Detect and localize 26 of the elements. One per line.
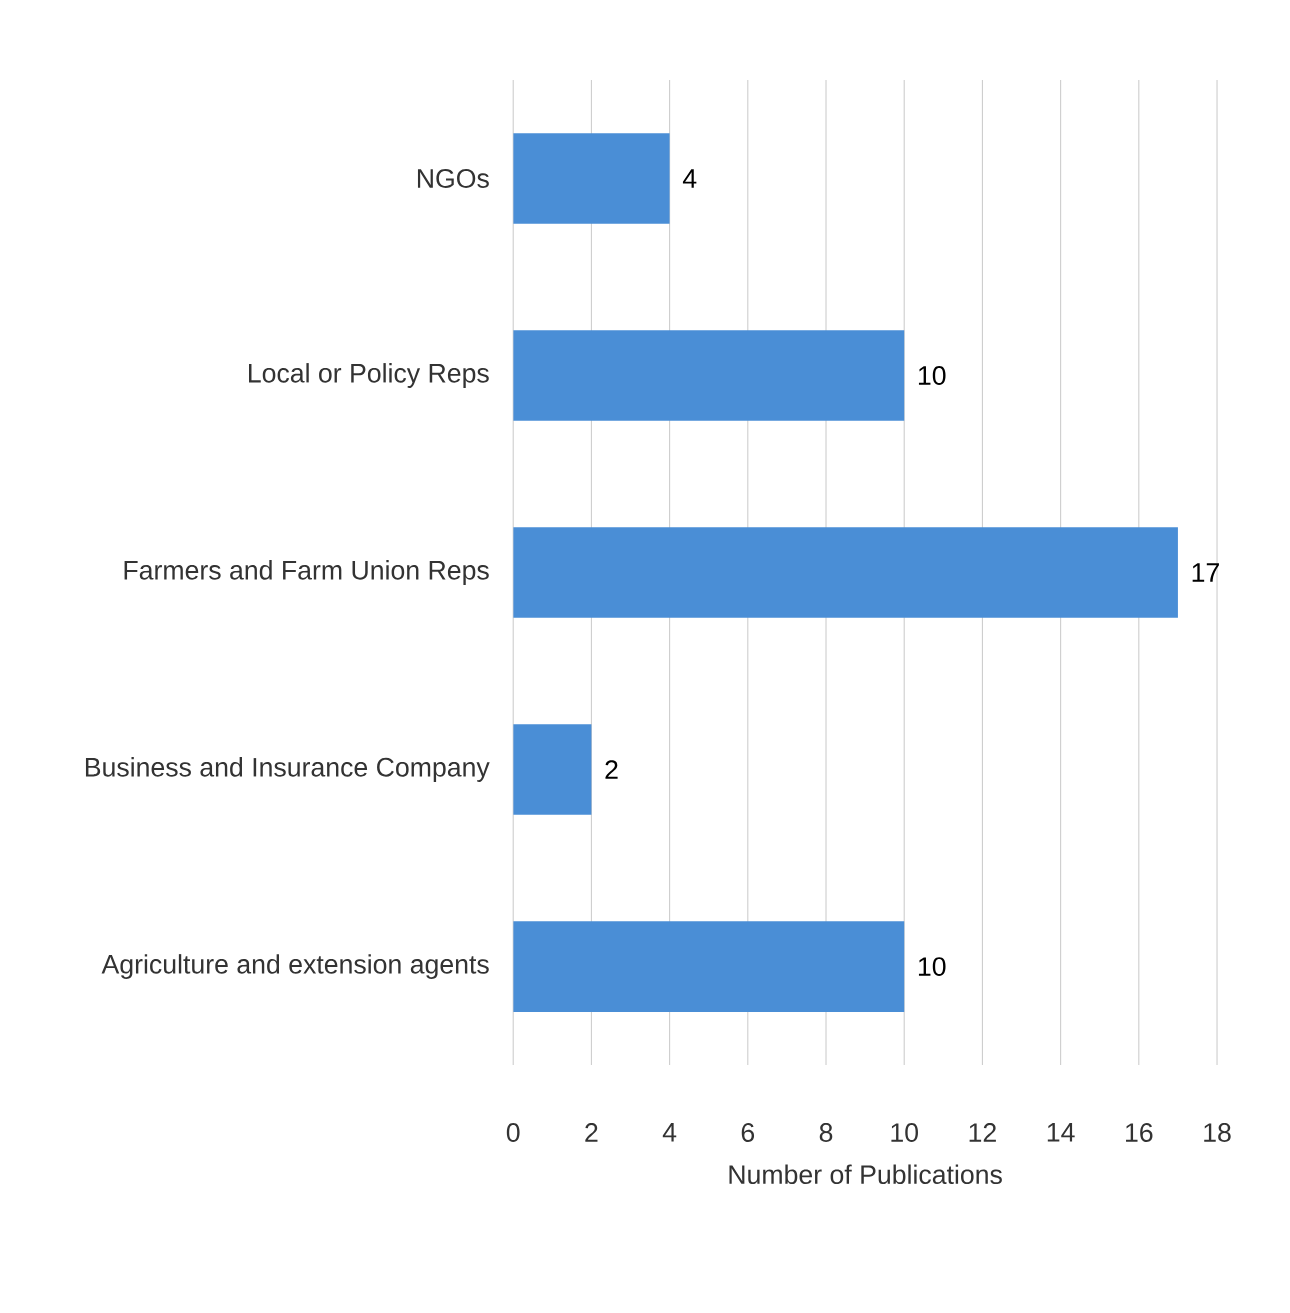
data-label: 10 — [918, 957, 946, 976]
y-tick-label: Agriculture and extension agents — [101, 954, 489, 979]
data-label: 17 — [1192, 563, 1219, 582]
bar — [513, 527, 1178, 618]
x-tick-label: 0 — [506, 1123, 520, 1142]
x-axis-title: Number of Publications — [729, 1164, 1002, 1185]
bar — [513, 724, 592, 815]
x-tick-label: 2 — [585, 1123, 598, 1142]
x-tick-label: 8 — [819, 1123, 833, 1142]
x-tick-label: 16 — [1125, 1123, 1153, 1142]
x-tick-label: 14 — [1047, 1123, 1075, 1142]
x-tick-label: 18 — [1204, 1123, 1231, 1142]
bar — [513, 330, 905, 421]
data-label: 4 — [682, 169, 697, 188]
y-tick-label: Business and Insurance Company — [85, 757, 490, 782]
y-tick-label: Farmers and Farm Union Reps — [124, 560, 489, 585]
x-tick-label: 12 — [969, 1123, 996, 1142]
bar — [513, 921, 905, 1012]
y-tick-label: NGOs — [417, 169, 489, 188]
x-tick-label: 4 — [662, 1123, 677, 1142]
bar — [513, 133, 670, 224]
y-tick-label: Local or Policy Reps — [248, 363, 489, 388]
data-label: 2 — [605, 760, 618, 779]
x-tick-label: 10 — [891, 1123, 918, 1142]
x-tick-label: 6 — [741, 1123, 754, 1142]
data-label: 10 — [918, 366, 946, 385]
